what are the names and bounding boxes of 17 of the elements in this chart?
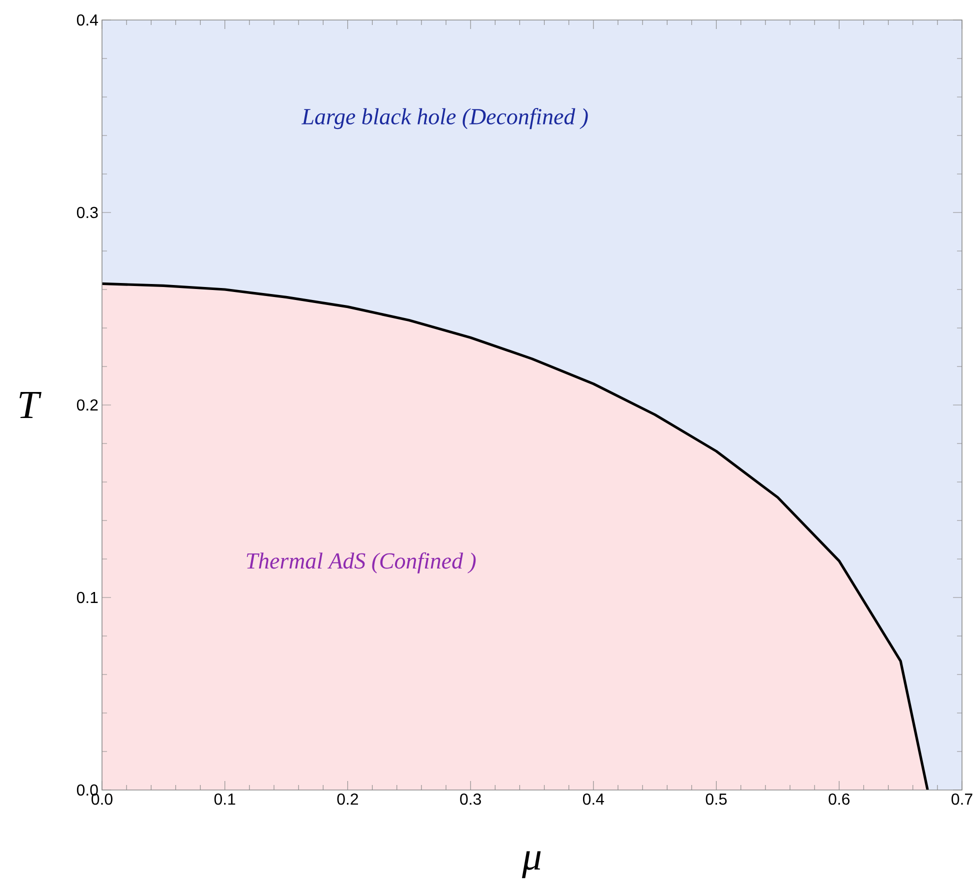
x-tick-label: 0.5: [706, 794, 727, 805]
annotation: Large black hole (Deconfined ): [301, 108, 588, 130]
x-tick-label: 0.0: [92, 794, 112, 805]
x-tick-label: 0.3: [460, 794, 481, 805]
x-tick-label: 0.4: [582, 794, 604, 805]
x-axis-title: μ: [522, 851, 541, 878]
y-axis-title: T: [20, 392, 42, 418]
y-tick-label: 0.2: [76, 399, 98, 411]
y-tick-label: 0.1: [76, 592, 98, 604]
x-tick-label: 0.6: [828, 794, 850, 805]
x-tick-label: 0.7: [952, 794, 972, 805]
y-tick-label: 0.4: [76, 14, 98, 26]
x-tick-label: 0.1: [214, 794, 236, 805]
annotation: Thermal AdS (Confined ): [246, 552, 476, 574]
y-tick-label: 0.3: [76, 206, 98, 218]
x-tick-label: 0.2: [337, 794, 358, 805]
y-tick-label: 0.0: [76, 784, 98, 796]
